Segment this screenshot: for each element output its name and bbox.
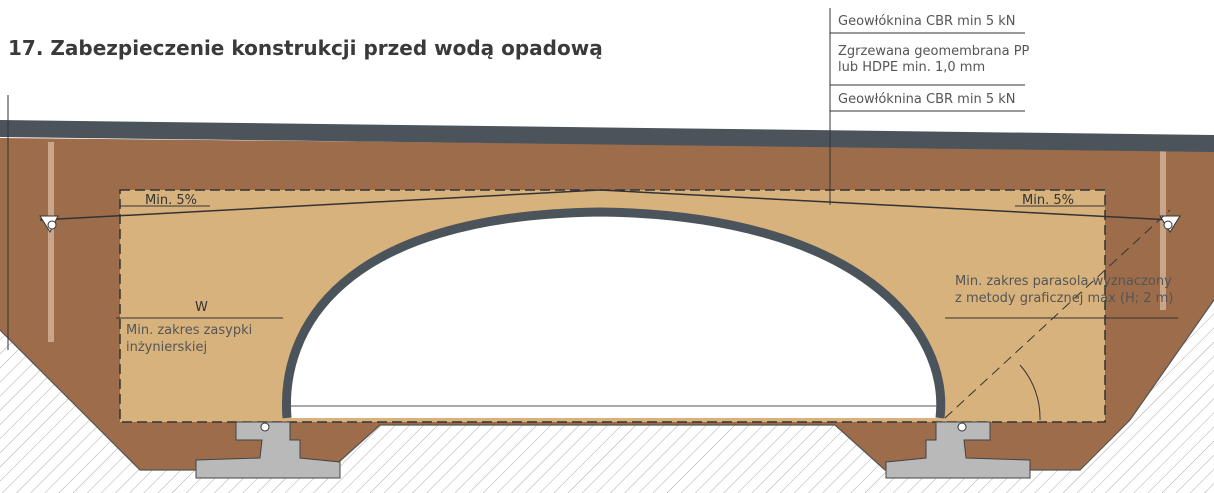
umbrella-label: Min. zakres parasola wyznaczony z metody … bbox=[955, 274, 1173, 306]
drain-column bbox=[48, 142, 54, 342]
arch bbox=[281, 207, 946, 419]
text-line: z metody graficznej max (H; 2 m) bbox=[955, 291, 1173, 306]
width-label: W bbox=[195, 300, 208, 315]
text-line: lub HDPE min. 1,0 mm bbox=[838, 60, 985, 75]
foundation bbox=[195, 421, 341, 479]
drain-pipe bbox=[260, 422, 270, 432]
backfill-label: Min. zakres zasypki inżynierskiej bbox=[126, 323, 252, 355]
road-slab bbox=[0, 120, 1214, 152]
arch-opening bbox=[286, 212, 941, 418]
foundation bbox=[885, 421, 1031, 479]
drain-pipe bbox=[1163, 220, 1173, 230]
slope-label: Min. 5% bbox=[1022, 193, 1074, 208]
ground-line bbox=[0, 299, 1214, 471]
umbrella-line bbox=[944, 209, 1171, 419]
layer-label: Geowłóknina CBR min 5 kN bbox=[838, 14, 1016, 29]
text-line: Zgrzewana geomembrana PP bbox=[838, 44, 1030, 59]
text-line: Geowłóknina CBR min 5 kN bbox=[838, 14, 1016, 29]
text-line: inżynierskiej bbox=[126, 340, 207, 355]
title: 17. Zabezpieczenie konstrukcji przed wod… bbox=[8, 36, 603, 60]
text-line: Min. zakres parasola wyznaczony bbox=[955, 274, 1172, 289]
drain-pipe bbox=[957, 422, 967, 432]
text-line: Geowłóknina CBR min 5 kN bbox=[838, 92, 1016, 107]
angle-arc bbox=[1019, 364, 1041, 421]
layer-label: Zgrzewana geomembrana PP lub HDPE min. 1,… bbox=[838, 44, 1030, 75]
slope-label: Min. 5% bbox=[145, 193, 197, 208]
drain-column bbox=[1160, 150, 1166, 310]
layer-label: Geowłóknina CBR min 5 kN bbox=[838, 92, 1016, 107]
membrane bbox=[39, 189, 1173, 221]
ground-hatch bbox=[0, 300, 1214, 493]
drain-pipe bbox=[47, 220, 57, 230]
text-line: Min. zakres zasypki bbox=[126, 323, 252, 338]
